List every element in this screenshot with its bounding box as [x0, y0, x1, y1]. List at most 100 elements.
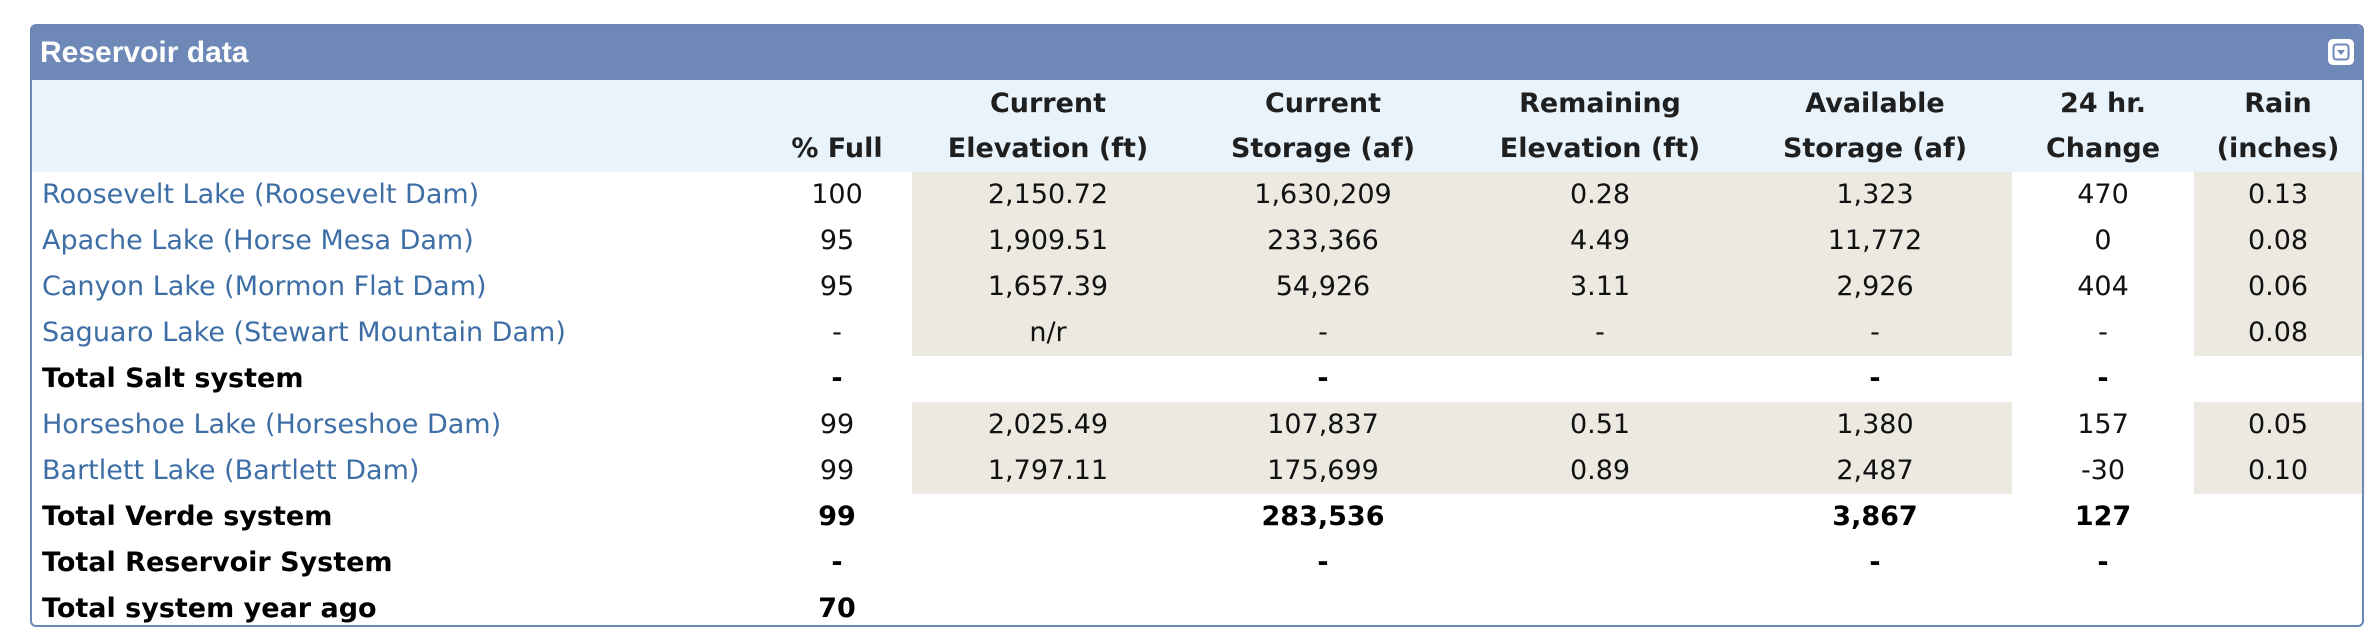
table-row: Roosevelt Lake (Roosevelt Dam) 100 2,150… — [32, 172, 2362, 218]
reservoir-link[interactable]: Apache Lake (Horse Mesa Dam) — [42, 225, 474, 256]
available-storage-cell: 1,380 — [1738, 402, 2012, 448]
remaining-elevation-cell: 0.51 — [1462, 402, 1738, 448]
total-row: Total Reservoir System - - - - — [32, 540, 2362, 586]
reservoir-link[interactable]: Bartlett Lake (Bartlett Dam) — [42, 455, 420, 486]
percent-full-cell: 99 — [819, 409, 855, 440]
current-elevation-cell: n/r — [912, 310, 1184, 356]
column-header-rain: Rain (inches) — [2216, 88, 2340, 164]
collapse-button[interactable] — [2328, 39, 2354, 65]
current-storage-cell: - — [1184, 310, 1462, 356]
reservoir-table: % Full Current Elevation (ft) Current Stor… — [32, 80, 2362, 625]
current-storage-cell: 1,630,209 — [1184, 172, 1462, 218]
rain-cell: 0.06 — [2194, 264, 2362, 310]
rain-cell: 0.08 — [2194, 218, 2362, 264]
percent-full-cell: 100 — [811, 179, 863, 210]
rain-cell — [2194, 586, 2362, 625]
available-storage-cell: - — [1869, 363, 1881, 394]
column-header-24hr-change: 24 hr. Change — [2045, 88, 2161, 164]
column-header-current-storage: Current Storage (af) — [1230, 88, 1416, 164]
remaining-elevation-cell — [1462, 494, 1738, 540]
column-header-percent-full: % Full — [791, 133, 883, 164]
total-row: Total system year ago 70 — [32, 586, 2362, 625]
panel-title: Reservoir data — [40, 36, 249, 69]
change-cell: - — [2097, 363, 2109, 394]
change-cell: - — [2097, 547, 2109, 578]
current-storage-cell — [1184, 586, 1462, 625]
available-storage-cell: - — [1738, 310, 2012, 356]
rain-cell — [2194, 494, 2362, 540]
table-row: Bartlett Lake (Bartlett Dam) 99 1,797.11… — [32, 448, 2362, 494]
available-storage-cell: 3,867 — [1832, 501, 1918, 532]
current-storage-cell: 175,699 — [1184, 448, 1462, 494]
chevron-down-icon — [2332, 43, 2350, 61]
available-storage-cell — [1738, 586, 2012, 625]
percent-full-cell: 99 — [819, 455, 855, 486]
current-elevation-cell — [912, 586, 1184, 625]
available-storage-cell: 2,487 — [1738, 448, 2012, 494]
total-label: Total Verde system — [42, 501, 333, 532]
remaining-elevation-cell: 4.49 — [1462, 218, 1738, 264]
current-storage-cell: 54,926 — [1184, 264, 1462, 310]
total-row: Total Salt system - - - - — [32, 356, 2362, 402]
rain-cell — [2194, 356, 2362, 402]
current-elevation-cell: 1,909.51 — [912, 218, 1184, 264]
reservoir-link[interactable]: Horseshoe Lake (Horseshoe Dam) — [42, 409, 502, 440]
rain-cell: 0.08 — [2194, 310, 2362, 356]
remaining-elevation-cell: 3.11 — [1462, 264, 1738, 310]
rain-cell — [2194, 540, 2362, 586]
current-elevation-cell: 2,150.72 — [912, 172, 1184, 218]
table-row: Apache Lake (Horse Mesa Dam) 95 1,909.51… — [32, 218, 2362, 264]
column-header-name — [32, 80, 762, 172]
rain-cell: 0.10 — [2194, 448, 2362, 494]
current-elevation-cell — [912, 540, 1184, 586]
available-storage-cell: 2,926 — [1738, 264, 2012, 310]
current-elevation-cell: 1,797.11 — [912, 448, 1184, 494]
remaining-elevation-cell — [1462, 586, 1738, 625]
current-storage-cell: - — [1317, 363, 1329, 394]
column-header-row: % Full Current Elevation (ft) Current Stor… — [32, 80, 2362, 172]
current-elevation-cell: 2,025.49 — [912, 402, 1184, 448]
percent-full-cell: 70 — [818, 593, 856, 624]
remaining-elevation-cell: - — [1462, 310, 1738, 356]
change-cell: - — [2098, 317, 2108, 348]
percent-full-cell: 99 — [818, 501, 856, 532]
percent-full-cell: 95 — [819, 225, 855, 256]
total-row: Total Verde system 99 283,536 3,867 127 — [32, 494, 2362, 540]
current-storage-cell: 233,366 — [1184, 218, 1462, 264]
reservoir-link[interactable]: Roosevelt Lake (Roosevelt Dam) — [42, 179, 480, 210]
change-cell — [2012, 586, 2194, 625]
available-storage-cell: 11,772 — [1738, 218, 2012, 264]
reservoir-link[interactable]: Saguaro Lake (Stewart Mountain Dam) — [42, 317, 566, 348]
remaining-elevation-cell — [1462, 356, 1738, 402]
panel-header: Reservoir data — [32, 26, 2362, 80]
change-cell: 127 — [2074, 501, 2132, 532]
available-storage-cell: - — [1869, 547, 1881, 578]
percent-full-cell: - — [832, 317, 842, 348]
table-row: Canyon Lake (Mormon Flat Dam) 95 1,657.3… — [32, 264, 2362, 310]
total-label: Total system year ago — [42, 593, 377, 624]
current-storage-cell: - — [1317, 547, 1329, 578]
remaining-elevation-cell: 0.28 — [1462, 172, 1738, 218]
rain-cell: 0.13 — [2194, 172, 2362, 218]
change-cell: 470 — [2077, 179, 2129, 210]
remaining-elevation-cell: 0.89 — [1462, 448, 1738, 494]
rain-cell: 0.05 — [2194, 402, 2362, 448]
percent-full-cell: 95 — [819, 271, 855, 302]
current-elevation-cell — [912, 494, 1184, 540]
column-header-remaining-elevation: Remaining Elevation (ft) — [1499, 88, 1701, 164]
column-header-current-elevation: Current Elevation (ft) — [947, 88, 1149, 164]
current-elevation-cell — [912, 356, 1184, 402]
change-cell: 157 — [2077, 409, 2129, 440]
current-storage-cell: 107,837 — [1184, 402, 1462, 448]
percent-full-cell: - — [831, 363, 843, 394]
column-header-available-storage: Available Storage (af) — [1782, 88, 1968, 164]
change-cell: 404 — [2077, 271, 2129, 302]
current-storage-cell: 283,536 — [1261, 501, 1385, 532]
remaining-elevation-cell — [1462, 540, 1738, 586]
total-label: Total Reservoir System — [42, 547, 393, 578]
percent-full-cell: - — [831, 547, 843, 578]
current-elevation-cell: 1,657.39 — [912, 264, 1184, 310]
available-storage-cell: 1,323 — [1738, 172, 2012, 218]
change-cell: -30 — [2080, 455, 2126, 486]
reservoir-link[interactable]: Canyon Lake (Mormon Flat Dam) — [42, 271, 487, 302]
